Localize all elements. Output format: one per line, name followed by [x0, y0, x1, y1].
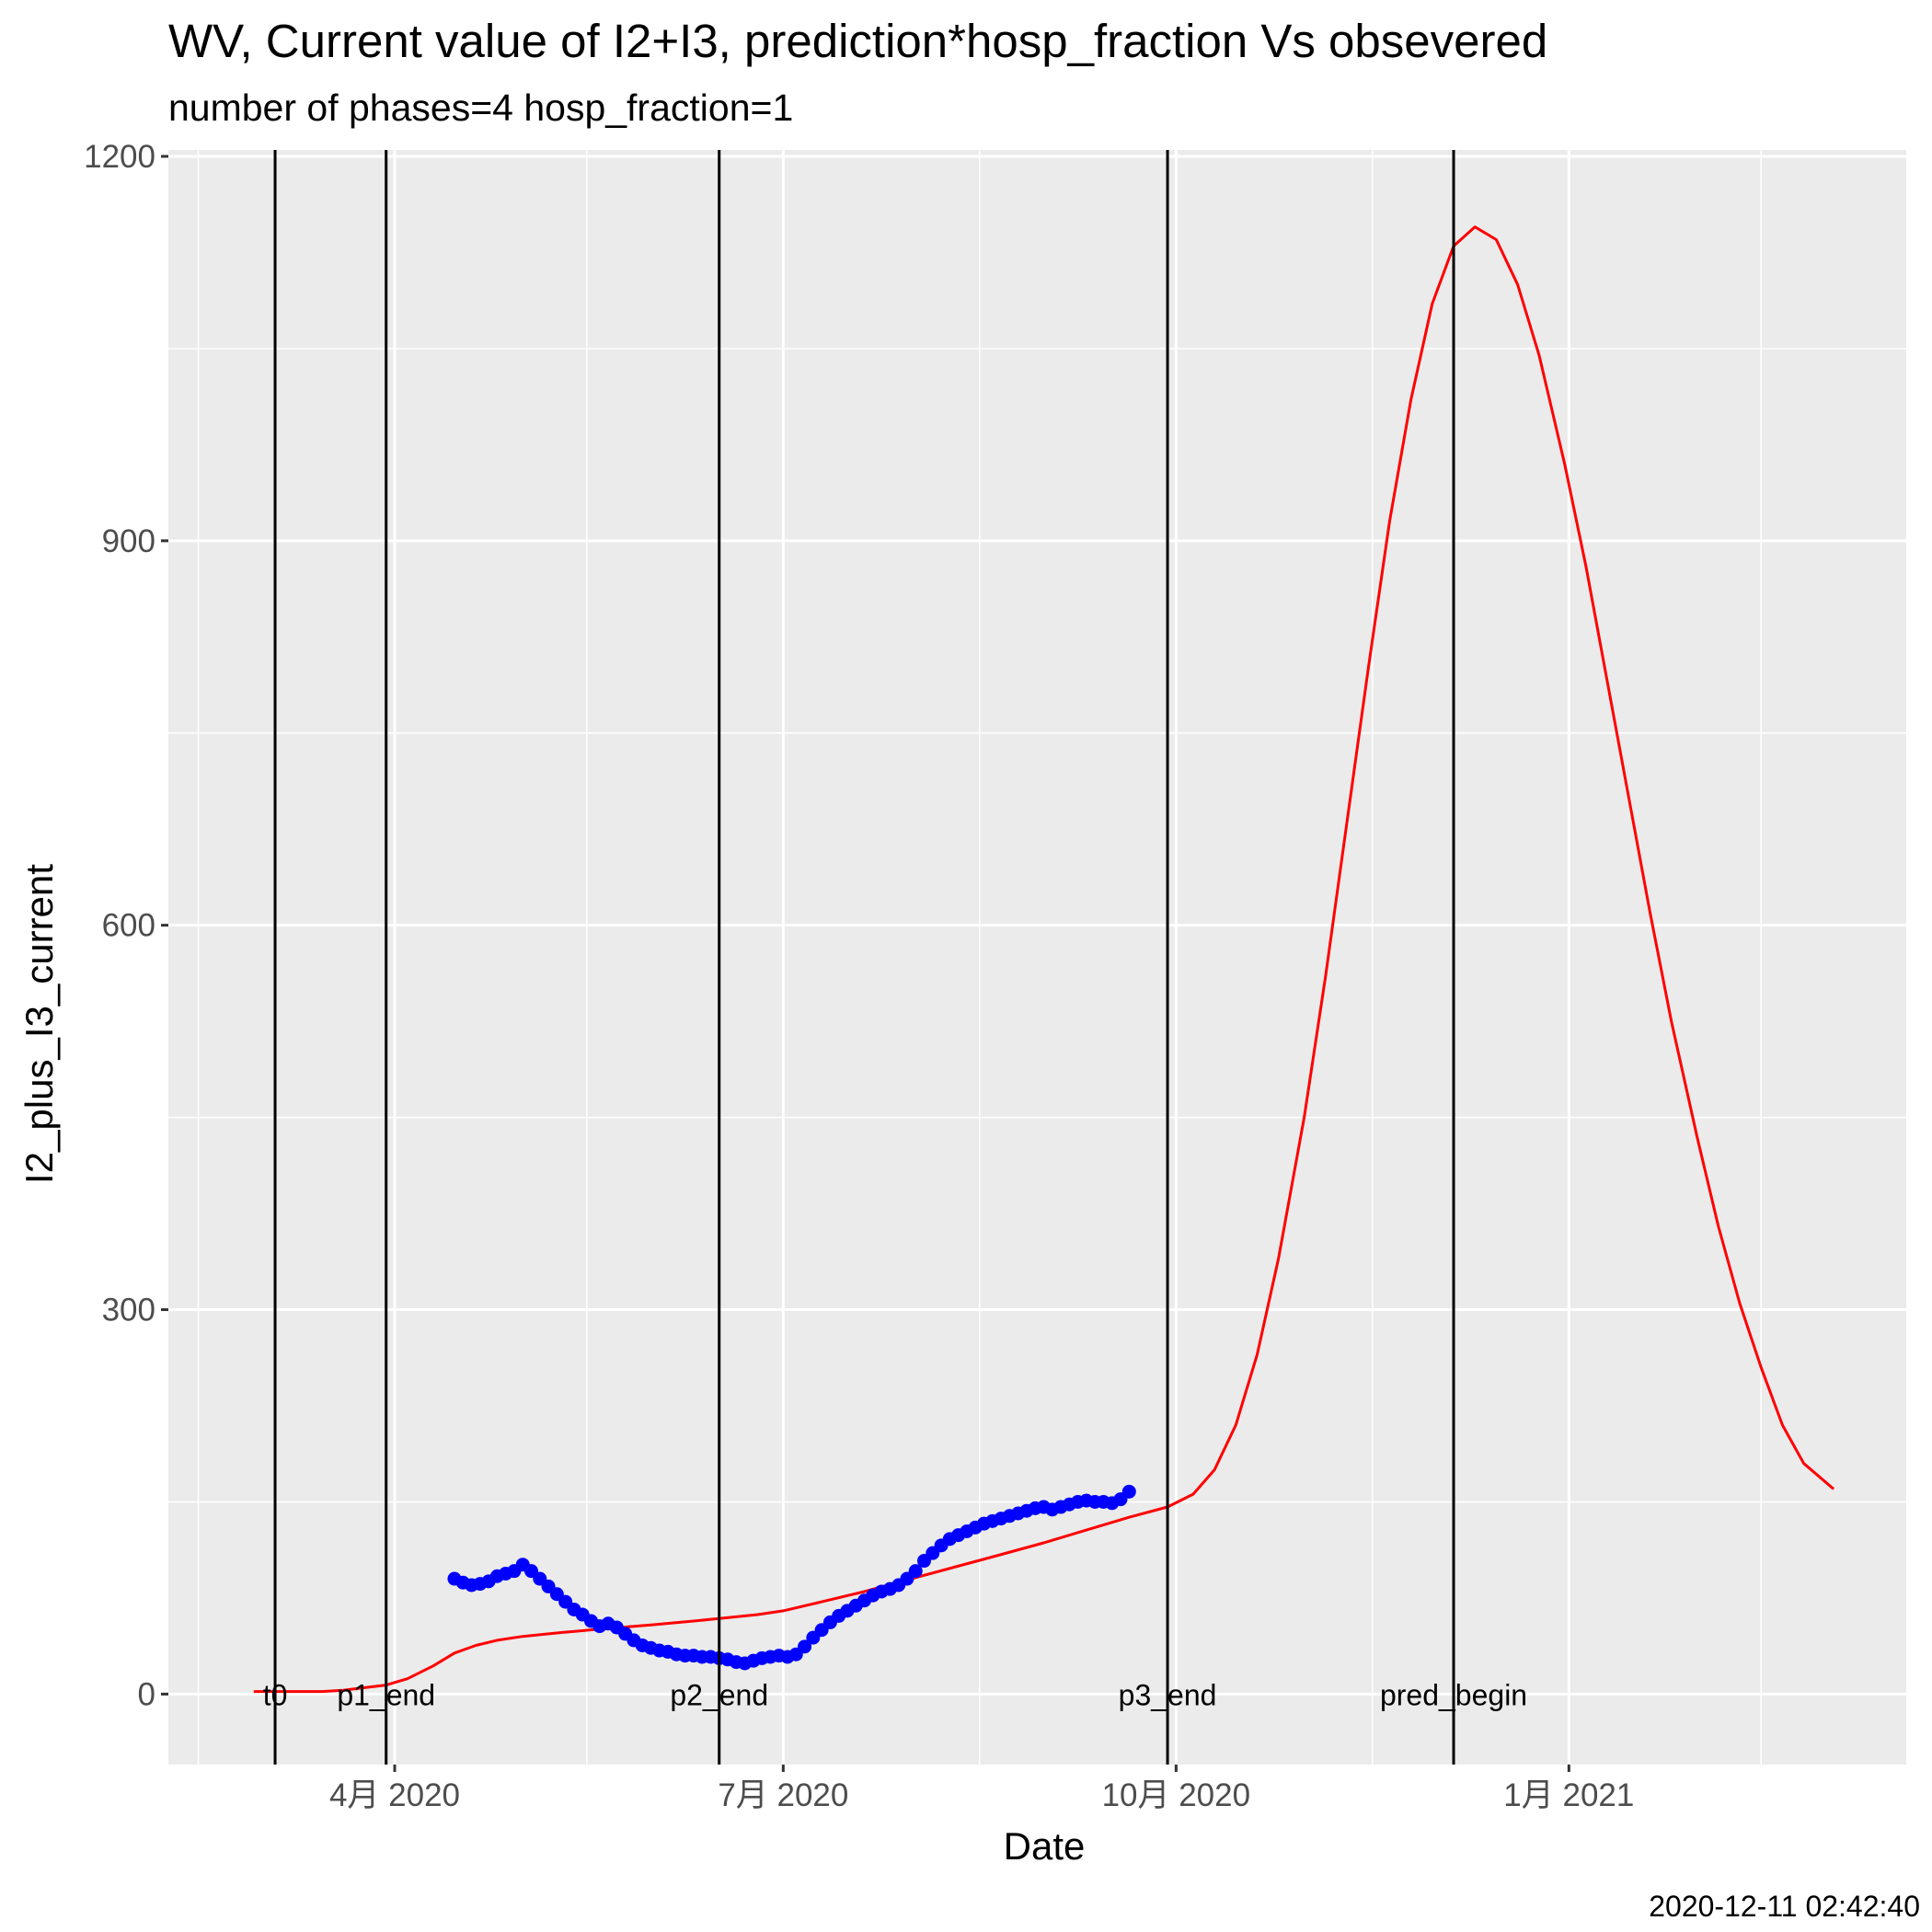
x-axis-title: Date — [1004, 1824, 1086, 1868]
y-tick-label: 1200 — [84, 139, 155, 175]
y-axis-title: I2_plus_I3_current — [17, 864, 61, 1184]
observed-point — [1121, 1484, 1136, 1499]
minor-grid — [168, 150, 1906, 1765]
x-tick-label: 10月 2020 — [1102, 1777, 1251, 1813]
timestamp-caption: 2020-12-11 02:42:40 — [1649, 1890, 1920, 1923]
phase-label-t0: t0 — [263, 1678, 288, 1711]
y-tick-label: 600 — [102, 908, 155, 944]
observed-point — [908, 1564, 923, 1579]
y-tick-label: 0 — [138, 1676, 155, 1712]
chart-subtitle: number of phases=4 hosp_fraction=1 — [168, 86, 793, 129]
phase-label-p3_end: p3_end — [1119, 1678, 1217, 1711]
phase-label-p1_end: p1_end — [337, 1678, 435, 1711]
plot-panel — [168, 150, 1906, 1765]
series-layer — [253, 225, 1835, 1694]
chart-title: WV, Current value of I2+I3, prediction*h… — [168, 15, 1547, 67]
y-tick-label: 300 — [102, 1293, 155, 1328]
major-grid — [168, 150, 1906, 1765]
phase-lines: t0 p1_end p2_end p3_end pred_begin — [263, 150, 1527, 1765]
observed-point — [798, 1639, 812, 1654]
x-tick-label: 1月 2021 — [1503, 1777, 1634, 1813]
phase-label-p2_end: p2_end — [670, 1678, 768, 1711]
prediction-line — [253, 225, 1835, 1694]
x-tick-label: 7月 2020 — [718, 1777, 848, 1813]
axes: 0 300 600 900 1200 4月 2020 7月 2020 10月 2020 1月 2… — [84, 139, 1634, 1813]
y-tick-label: 900 — [102, 523, 155, 559]
phase-label-pred_begin: pred_begin — [1380, 1678, 1527, 1711]
x-tick-label: 4月 2020 — [329, 1777, 460, 1813]
